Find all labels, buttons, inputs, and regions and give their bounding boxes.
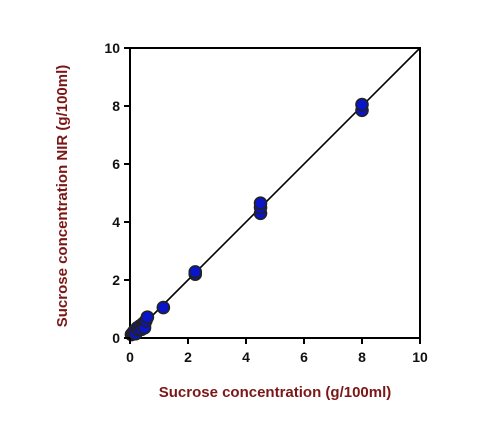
- axes: 0 2 4 6 8 10 0 2 4 6 8 10: [104, 40, 428, 365]
- y-tick-label: 0: [112, 330, 120, 346]
- y-tick-label: 4: [112, 214, 120, 230]
- identity-line: [129, 47, 421, 339]
- x-axis-title: Sucrose concentration (g/100ml): [159, 384, 392, 401]
- x-tick-label: 8: [358, 349, 366, 365]
- y-tick-label: 2: [112, 272, 120, 288]
- x-tick-label: 0: [126, 349, 134, 365]
- x-tick-label: 6: [300, 349, 308, 365]
- data-points: [124, 97, 369, 342]
- plot-frame: [129, 47, 421, 339]
- reference-line-layer: [129, 47, 421, 339]
- data-point: [355, 97, 369, 112]
- x-tick-label: 4: [242, 349, 250, 365]
- x-tick-label: 10: [412, 349, 428, 365]
- y-tick-label: 8: [112, 98, 120, 114]
- data-point: [156, 300, 171, 315]
- x-tick-label: 2: [184, 349, 192, 365]
- y-tick-label: 6: [112, 156, 120, 172]
- data-point: [140, 310, 155, 324]
- y-axis-title: Sucrose concentration NIR (g/100ml): [54, 65, 71, 328]
- data-point: [253, 196, 268, 210]
- y-tick-label: 10: [104, 40, 120, 56]
- plot-area: [129, 47, 421, 339]
- data-point: [188, 265, 203, 279]
